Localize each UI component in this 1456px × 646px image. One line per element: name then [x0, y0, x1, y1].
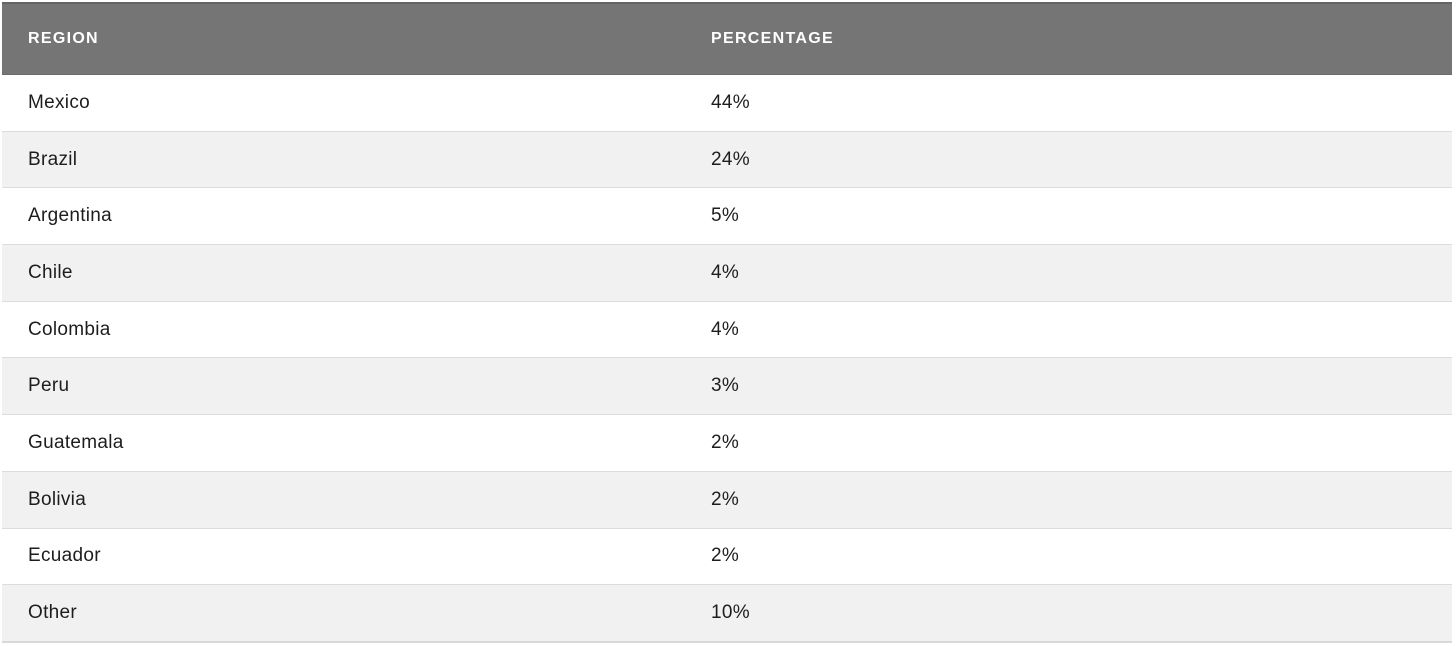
table-row: Other 10%: [2, 584, 1452, 642]
table-row: Chile 4%: [2, 244, 1452, 302]
percentage-cell: 2%: [685, 528, 1452, 586]
percentage-cell: 3%: [685, 357, 1452, 416]
region-cell: Other: [2, 584, 685, 642]
percentage-cell: 24%: [685, 131, 1452, 189]
header-row: REGION PERCENTAGE: [2, 3, 1452, 75]
table-row: Bolivia 2%: [2, 471, 1452, 529]
percentage-cell: 10%: [685, 584, 1452, 642]
region-cell: Bolivia: [2, 471, 685, 529]
table-row: Peru 3%: [2, 357, 1452, 416]
table-row: Guatemala 2%: [2, 414, 1452, 472]
region-cell: Ecuador: [2, 528, 685, 586]
table-row: Ecuador 2%: [2, 528, 1452, 586]
column-header-percentage: PERCENTAGE: [685, 3, 1452, 75]
percentage-cell: 4%: [685, 244, 1452, 302]
column-header-region: REGION: [2, 3, 685, 75]
table-row: Colombia 4%: [2, 301, 1452, 359]
table-row: Argentina 5%: [2, 187, 1452, 246]
region-cell: Argentina: [2, 187, 685, 246]
percentage-cell: 44%: [685, 74, 1452, 132]
region-cell: Guatemala: [2, 414, 685, 472]
table-body: Mexico 44% Brazil 24% Argentina 5% Chile 4% Colo…: [2, 74, 1452, 642]
region-cell: Mexico: [2, 74, 685, 132]
table-row: Mexico 44%: [2, 74, 1452, 132]
table-header: REGION PERCENTAGE: [2, 3, 1452, 75]
percentage-cell: 5%: [685, 187, 1452, 246]
region-cell: Chile: [2, 244, 685, 302]
percentage-cell: 2%: [685, 414, 1452, 472]
region-cell: Peru: [2, 357, 685, 416]
region-cell: Brazil: [2, 131, 685, 189]
percentage-cell: 4%: [685, 301, 1452, 359]
region-cell: Colombia: [2, 301, 685, 359]
table-row: Brazil 24%: [2, 131, 1452, 189]
percentage-cell: 2%: [685, 471, 1452, 529]
